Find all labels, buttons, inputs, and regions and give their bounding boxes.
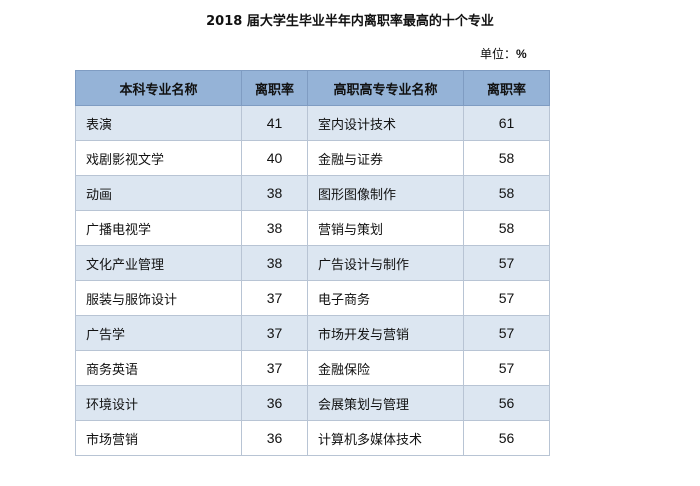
cell-undergrad-rate: 37 <box>241 315 308 351</box>
table-row: 市场营销 36 计算机多媒体技术 56 <box>75 420 550 456</box>
cell-undergrad-major: 广播电视学 <box>75 210 242 246</box>
cell-undergrad-major: 商务英语 <box>75 350 242 386</box>
table-row: 服装与服饰设计 37 电子商务 57 <box>75 280 550 316</box>
table-row: 戏剧影视文学 40 金融与证券 58 <box>75 140 550 176</box>
header-vocational-major: 高职高专专业名称 <box>307 70 464 106</box>
cell-undergrad-rate: 36 <box>241 420 308 456</box>
cell-undergrad-major: 广告学 <box>75 315 242 351</box>
cell-vocational-major: 电子商务 <box>307 280 464 316</box>
cell-vocational-rate: 57 <box>463 315 550 351</box>
cell-vocational-rate: 61 <box>463 105 550 141</box>
cell-undergrad-rate: 37 <box>241 280 308 316</box>
unit-label: 单位：% <box>480 45 527 62</box>
table-row: 广告学 37 市场开发与营销 57 <box>75 315 550 351</box>
table-row: 文化产业管理 38 广告设计与制作 57 <box>75 245 550 281</box>
cell-undergrad-major: 市场营销 <box>75 420 242 456</box>
cell-undergrad-rate: 38 <box>241 245 308 281</box>
cell-undergrad-major: 动画 <box>75 175 242 211</box>
cell-undergrad-major: 表演 <box>75 105 242 141</box>
cell-vocational-rate: 57 <box>463 350 550 386</box>
table-row: 动画 38 图形图像制作 58 <box>75 175 550 211</box>
cell-vocational-major: 室内设计技术 <box>307 105 464 141</box>
table-header-row: 本科专业名称 离职率 高职高专专业名称 离职率 <box>75 70 550 106</box>
cell-vocational-major: 金融与证券 <box>307 140 464 176</box>
cell-vocational-major: 计算机多媒体技术 <box>307 420 464 456</box>
cell-vocational-major: 图形图像制作 <box>307 175 464 211</box>
cell-vocational-major: 金融保险 <box>307 350 464 386</box>
attrition-table: 本科专业名称 离职率 高职高专专业名称 离职率 表演 41 室内设计技术 61 戏剧影视… <box>75 70 550 456</box>
table-row: 商务英语 37 金融保险 57 <box>75 350 550 386</box>
cell-vocational-rate: 57 <box>463 280 550 316</box>
cell-vocational-major: 营销与策划 <box>307 210 464 246</box>
cell-vocational-major: 广告设计与制作 <box>307 245 464 281</box>
header-undergrad-major: 本科专业名称 <box>75 70 242 106</box>
cell-vocational-rate: 58 <box>463 140 550 176</box>
table-row: 广播电视学 38 营销与策划 58 <box>75 210 550 246</box>
cell-vocational-major: 市场开发与营销 <box>307 315 464 351</box>
header-undergrad-rate: 离职率 <box>241 70 308 106</box>
header-vocational-rate: 离职率 <box>463 70 550 106</box>
cell-undergrad-rate: 37 <box>241 350 308 386</box>
cell-vocational-rate: 57 <box>463 245 550 281</box>
cell-undergrad-major: 服装与服饰设计 <box>75 280 242 316</box>
cell-vocational-major: 会展策划与管理 <box>307 385 464 421</box>
cell-undergrad-major: 文化产业管理 <box>75 245 242 281</box>
table-row: 环境设计 36 会展策划与管理 56 <box>75 385 550 421</box>
cell-undergrad-rate: 41 <box>241 105 308 141</box>
cell-vocational-rate: 56 <box>463 385 550 421</box>
cell-undergrad-major: 环境设计 <box>75 385 242 421</box>
cell-undergrad-rate: 38 <box>241 210 308 246</box>
cell-vocational-rate: 58 <box>463 175 550 211</box>
unit-value: % <box>516 47 527 61</box>
cell-vocational-rate: 58 <box>463 210 550 246</box>
cell-undergrad-major: 戏剧影视文学 <box>75 140 242 176</box>
cell-undergrad-rate: 40 <box>241 140 308 176</box>
cell-vocational-rate: 56 <box>463 420 550 456</box>
cell-undergrad-rate: 38 <box>241 175 308 211</box>
table-row: 表演 41 室内设计技术 61 <box>75 105 550 141</box>
cell-undergrad-rate: 36 <box>241 385 308 421</box>
page-title: 2018 届大学生毕业半年内离职率最高的十个专业 <box>206 14 494 29</box>
unit-text: 单位： <box>480 47 517 61</box>
